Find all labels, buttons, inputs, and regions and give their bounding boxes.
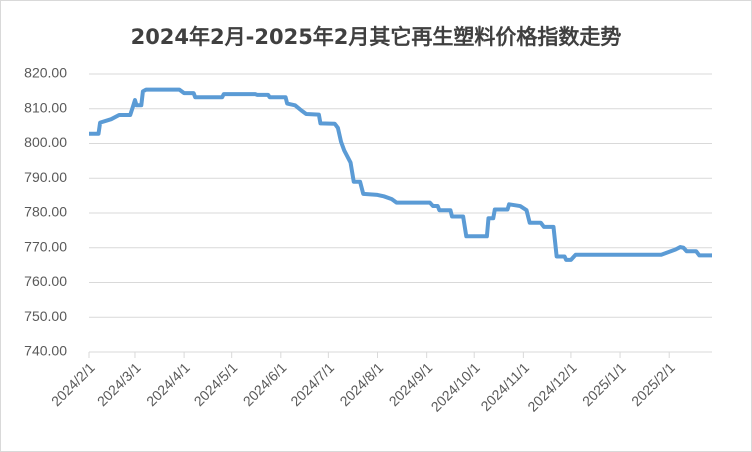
y-tick-label: 810.00	[24, 99, 67, 115]
y-tick-label: 750.00	[24, 308, 67, 324]
y-tick-label: 770.00	[24, 238, 67, 254]
y-tick-label: 780.00	[24, 204, 67, 220]
y-tick-label: 790.00	[24, 169, 67, 185]
y-tick-label: 760.00	[24, 273, 67, 289]
y-tick-label: 740.00	[24, 343, 67, 359]
y-tick-label: 820.00	[24, 65, 67, 81]
chart-title: 2024年2月-2025年2月其它再生塑料价格指数走势	[131, 25, 622, 49]
y-tick-label: 800.00	[24, 134, 67, 150]
series-line	[89, 87, 712, 262]
